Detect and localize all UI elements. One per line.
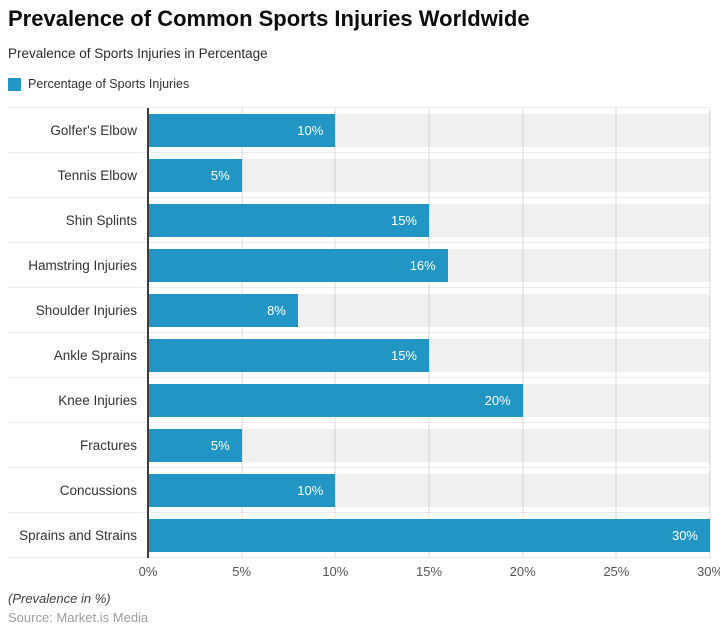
bar-track-cell: 16% [148, 248, 710, 282]
bar-chart: Golfer's Elbow 10% Tennis Elbow 5% Shin Spli… [8, 107, 720, 584]
y-axis-line [147, 108, 149, 558]
chart-rows: Golfer's Elbow 10% Tennis Elbow 5% Shin Spli… [8, 107, 711, 558]
bar: 30% [148, 518, 710, 552]
bar: 15% [148, 203, 429, 237]
bar-track: 8% [148, 293, 710, 327]
x-tick-label: 25% [603, 564, 630, 579]
chart-row: Shin Splints 15% [8, 198, 710, 243]
chart-row: Shoulder Injuries 8% [8, 288, 710, 333]
bar-value-label: 30% [671, 527, 698, 543]
category-label: Fractures [79, 437, 137, 453]
legend-label: Percentage of Sports Injuries [28, 77, 190, 91]
bar-track: 10% [148, 113, 710, 147]
bar-track-cell: 30% [148, 518, 710, 552]
x-tick-label: 10% [322, 564, 349, 579]
category-label: Concussions [59, 482, 137, 498]
chart-row: Tennis Elbow 5% [8, 153, 710, 198]
bar: 8% [148, 293, 298, 327]
bar: 10% [148, 113, 336, 147]
bar-track-cell: 10% [148, 473, 710, 507]
bar-track: 5% [148, 428, 710, 462]
bar: 20% [148, 383, 523, 417]
bar-value-label: 20% [484, 392, 511, 408]
bar-track: 5% [148, 158, 710, 192]
category-label: Golfer's Elbow [50, 122, 137, 138]
category-label: Shoulder Injuries [35, 302, 137, 318]
bar-value-label: 16% [409, 257, 436, 273]
x-tick-label: 0% [138, 564, 158, 579]
bar-value-label: 15% [390, 347, 417, 363]
bar: 10% [148, 473, 336, 507]
category-label: Ankle Sprains [53, 347, 137, 363]
x-tick-label: 30% [696, 564, 720, 579]
bar-track-cell: 15% [148, 203, 710, 237]
bar-track: 10% [148, 473, 710, 507]
bar-value-label: 8% [267, 302, 286, 318]
chart-row: Hamstring Injuries 16% [8, 243, 710, 288]
bar-track-cell: 20% [148, 383, 710, 417]
chart-row: Fractures 5% [8, 423, 710, 468]
category-label: Shin Splints [65, 212, 137, 228]
bar-track: 15% [148, 338, 710, 372]
bar-track-cell: 8% [148, 293, 710, 327]
bar-track: 20% [148, 383, 710, 417]
bar-value-label: 5% [210, 437, 230, 453]
x-tick-label: 5% [232, 564, 252, 579]
x-tick-label: 15% [415, 564, 443, 579]
bar-track-cell: 15% [148, 338, 710, 372]
category-label: Sprains and Strains [19, 527, 137, 543]
category-label: Tennis Elbow [57, 167, 137, 183]
bar-value-label: 10% [297, 122, 324, 138]
bar-value-label: 5% [210, 167, 230, 183]
x-tick-label: 20% [509, 564, 536, 579]
bar-track-cell: 5% [148, 158, 710, 192]
chart-row: Golfer's Elbow 10% [8, 108, 710, 153]
chart-row: Ankle Sprains 15% [8, 333, 710, 378]
bar-track: 15% [148, 203, 710, 237]
bar: 15% [148, 338, 429, 372]
bar: 5% [148, 428, 242, 462]
bar-value-label: 10% [297, 482, 324, 498]
x-axis: 0% 5% 10% 15% 20% 25% 30% [139, 558, 720, 584]
category-label: Hamstring Injuries [28, 257, 137, 273]
source-attribution: Source: Market.is Media [8, 610, 149, 625]
bar-value-label: 15% [390, 212, 417, 228]
page-title: Prevalence of Common Sports Injuries Wor… [8, 6, 530, 31]
chart-row: Concussions 10% [8, 468, 710, 513]
legend-swatch-icon [8, 77, 21, 91]
bar-track-cell: 10% [148, 113, 710, 147]
chart-subtitle: Prevalence of Sports Injuries in Percent… [8, 46, 268, 61]
category-label: Knee Injuries [58, 392, 137, 408]
bar-track: 16% [148, 248, 710, 282]
legend: Percentage of Sports Injuries [8, 77, 710, 91]
bar-track: 30% [148, 518, 710, 552]
bar: 5% [148, 158, 242, 192]
footnote: (Prevalence in %) [8, 591, 111, 606]
chart-row: Knee Injuries 20% [8, 378, 710, 423]
bar: 16% [148, 248, 448, 282]
chart-row: Sprains and Strains 30% [8, 513, 710, 558]
bar-track-cell: 5% [148, 428, 710, 462]
